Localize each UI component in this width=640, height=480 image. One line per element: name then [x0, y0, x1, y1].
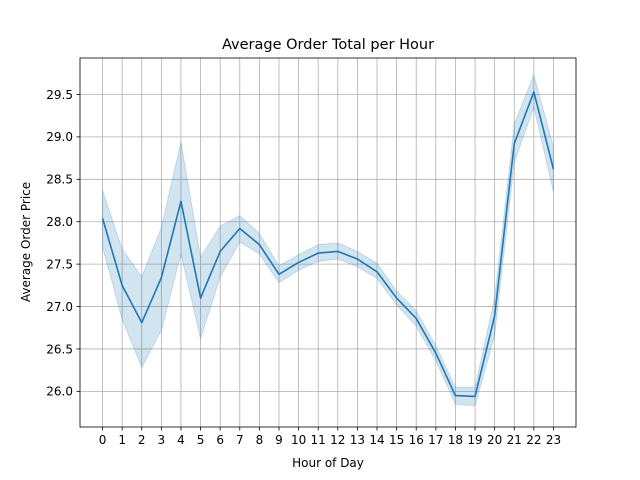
x-tick-label: 14 — [369, 433, 384, 447]
y-tick-label: 28.0 — [46, 215, 73, 229]
grid-lines — [80, 58, 576, 427]
x-tick-label: 10 — [291, 433, 306, 447]
x-axis-label: Hour of Day — [292, 456, 364, 470]
x-axis-ticks: 0 1 2 3 4 5 6 7 8 9 10 11 12 13 14 15 16 17 18 19 20 21 22 23 — [99, 427, 561, 447]
x-tick-label: 6 — [216, 433, 224, 447]
y-tick-label: 27.5 — [46, 257, 73, 271]
x-tick-label: 8 — [256, 433, 264, 447]
y-tick-label: 27.0 — [46, 300, 73, 314]
x-tick-label: 22 — [526, 433, 541, 447]
x-tick-label: 5 — [197, 433, 205, 447]
series-line — [101, 91, 555, 398]
x-tick-label: 15 — [389, 433, 404, 447]
x-tick-label: 19 — [467, 433, 482, 447]
x-tick-label: 2 — [138, 433, 146, 447]
y-tick-label: 28.5 — [46, 173, 73, 187]
y-tick-label: 29.5 — [46, 88, 73, 102]
confidence-band-group — [102, 73, 554, 407]
x-tick-label: 23 — [546, 433, 561, 447]
x-tick-label: 17 — [428, 433, 443, 447]
x-tick-label: 21 — [507, 433, 522, 447]
x-tick-label: 16 — [409, 433, 424, 447]
series-line-group — [101, 91, 555, 398]
chart-title: Average Order Total per Hour — [222, 37, 434, 53]
y-tick-label: 29.0 — [46, 130, 73, 144]
x-tick-label: 1 — [118, 433, 126, 447]
plot-frame — [79, 57, 577, 428]
y-axis-ticks: 26.0 26.5 27.0 27.5 28.0 28.5 29.0 29.5 — [46, 88, 80, 399]
y-tick-label: 26.5 — [46, 342, 73, 356]
y-tick-label: 26.0 — [46, 385, 73, 399]
confidence-band — [102, 73, 554, 407]
x-tick-label: 7 — [236, 433, 244, 447]
x-tick-label: 3 — [158, 433, 166, 447]
x-tick-label: 18 — [448, 433, 463, 447]
x-tick-label: 12 — [330, 433, 345, 447]
x-tick-label: 11 — [311, 433, 326, 447]
y-axis-label: Average Order Price — [19, 182, 33, 302]
x-tick-label: 9 — [275, 433, 283, 447]
x-tick-label: 4 — [177, 433, 185, 447]
x-tick-label: 0 — [99, 433, 107, 447]
x-tick-label: 20 — [487, 433, 502, 447]
x-tick-label: 13 — [350, 433, 365, 447]
